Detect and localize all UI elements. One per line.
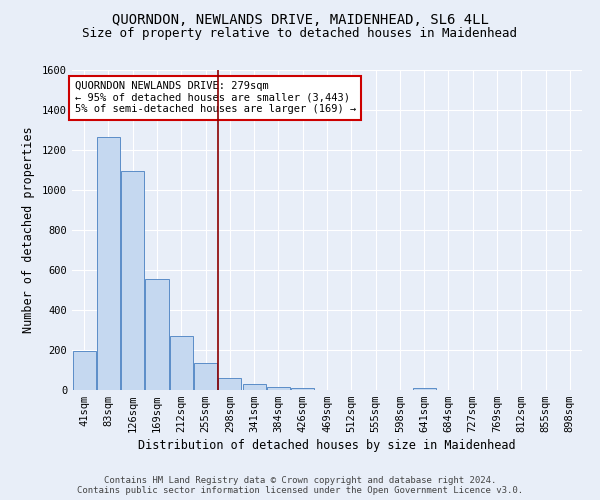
Bar: [291, 388, 314, 390]
Text: QUORNDON, NEWLANDS DRIVE, MAIDENHEAD, SL6 4LL: QUORNDON, NEWLANDS DRIVE, MAIDENHEAD, SL…: [112, 12, 488, 26]
Bar: [218, 378, 241, 390]
Y-axis label: Number of detached properties: Number of detached properties: [22, 126, 35, 334]
Bar: [194, 364, 217, 390]
Bar: [242, 384, 266, 390]
Text: Contains HM Land Registry data © Crown copyright and database right 2024.
Contai: Contains HM Land Registry data © Crown c…: [77, 476, 523, 495]
Bar: [97, 137, 120, 390]
Bar: [267, 387, 290, 390]
Bar: [145, 279, 169, 390]
Bar: [121, 170, 144, 390]
Bar: [73, 350, 95, 390]
X-axis label: Distribution of detached houses by size in Maidenhead: Distribution of detached houses by size …: [138, 440, 516, 452]
Text: QUORNDON NEWLANDS DRIVE: 279sqm
← 95% of detached houses are smaller (3,443)
5% : QUORNDON NEWLANDS DRIVE: 279sqm ← 95% of…: [74, 81, 356, 114]
Bar: [413, 388, 436, 390]
Bar: [170, 336, 193, 390]
Text: Size of property relative to detached houses in Maidenhead: Size of property relative to detached ho…: [83, 28, 517, 40]
